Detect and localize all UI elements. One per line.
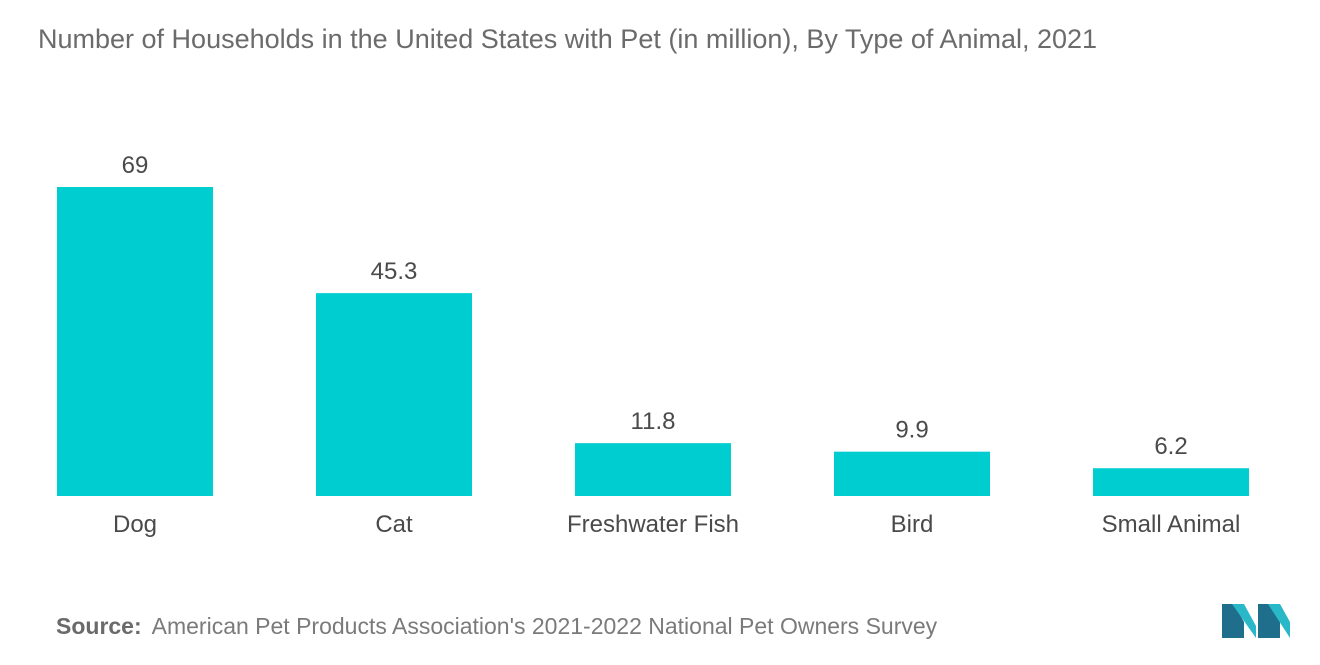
value-label: 69 — [122, 152, 149, 179]
source-label: Source: — [56, 613, 142, 639]
bar-small-animal — [1093, 468, 1249, 496]
bar-chart: 69 45.3 11.8 9.9 6.2 Dog Cat Freshwater Fish Bi… — [57, 152, 1249, 538]
bar-freshwater-fish — [575, 443, 731, 496]
category-label: Cat — [375, 511, 413, 538]
category-label: Freshwater Fish — [567, 511, 739, 538]
source-text: American Pet Products Association's 2021… — [151, 613, 938, 639]
bars-group — [57, 187, 1249, 496]
value-label: 9.9 — [895, 417, 928, 444]
bar-cat — [316, 293, 472, 496]
value-labels-group: 69 45.3 11.8 9.9 6.2 — [122, 152, 1188, 460]
category-label: Bird — [891, 511, 934, 538]
bar-dog — [57, 187, 213, 496]
chart-title: Number of Households in the United State… — [38, 24, 1098, 54]
brand-logo-icon — [1222, 604, 1290, 638]
value-label: 45.3 — [371, 258, 418, 285]
value-label: 11.8 — [631, 408, 676, 435]
bar-bird — [834, 451, 990, 496]
category-labels-group: Dog Cat Freshwater Fish Bird Small Animal — [113, 511, 1240, 538]
category-label: Dog — [113, 511, 157, 538]
value-label: 6.2 — [1154, 433, 1187, 460]
category-label: Small Animal — [1102, 511, 1241, 538]
source-note: Source: American Pet Products Association… — [56, 613, 937, 640]
